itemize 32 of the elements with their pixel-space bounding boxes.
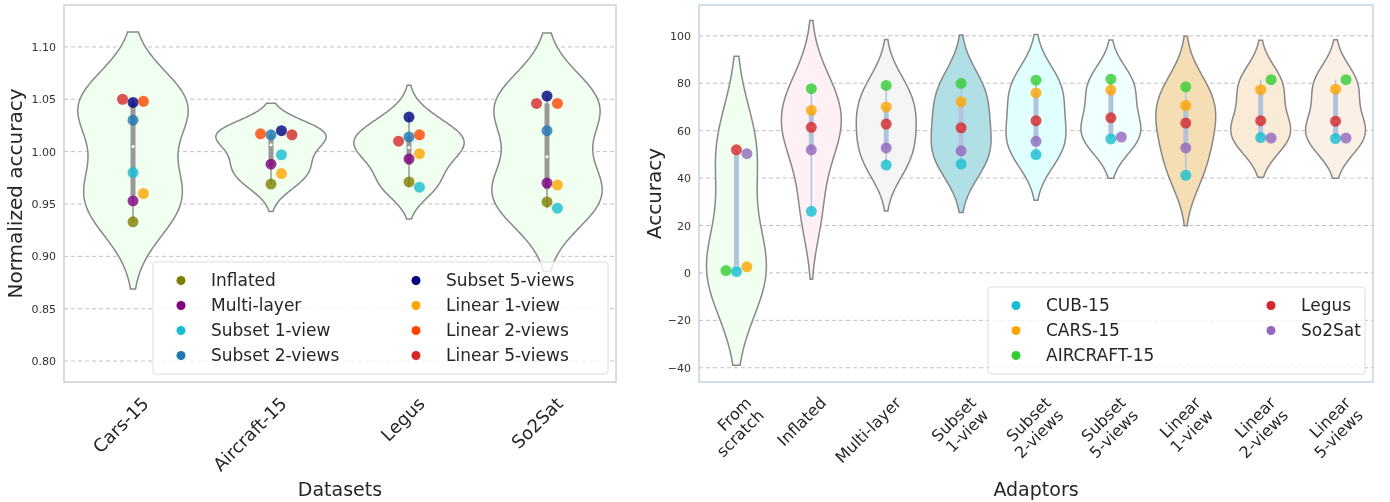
legend-label: Subset 2-views	[211, 345, 340, 366]
y-tick-label: 100	[670, 29, 691, 43]
y-tick-label: 0	[684, 266, 691, 280]
legend-label: Subset 5-views	[446, 270, 575, 291]
legend-label: Inflated	[211, 270, 276, 291]
legend-label: Linear 2-views	[446, 320, 569, 341]
legend-label: CARS-15	[1046, 320, 1120, 341]
y-tick-label: 0.90	[31, 250, 56, 264]
y-tick-label: 0.85	[31, 302, 56, 316]
y-tick-label: 1.10	[31, 40, 56, 54]
legend-label: Linear 1-view	[446, 295, 560, 316]
y-tick-label: 0.95	[31, 197, 56, 211]
y-axis-title: Normalized accuracy	[3, 88, 27, 299]
y-tick-label: −40	[667, 361, 691, 375]
y-tick-label: 40	[677, 172, 691, 186]
legend-label: Multi-layer	[211, 295, 302, 316]
y-tick-label: 60	[677, 124, 691, 138]
y-tick-label: 1.00	[31, 145, 56, 159]
legend-label: CUB-15	[1046, 295, 1110, 316]
legend-label: Linear 5-views	[446, 345, 569, 366]
y-tick-label: 20	[677, 219, 691, 233]
y-tick-label: 1.05	[31, 93, 56, 107]
y-tick-label: −20	[667, 314, 691, 328]
x-axis-title: Adaptors	[993, 478, 1079, 500]
y-axis-title: Accuracy	[642, 147, 666, 240]
x-axis-title: Datasets	[297, 478, 383, 500]
legend-label: So2Sat	[1301, 320, 1362, 341]
legend-label: Subset 1-view	[211, 320, 331, 341]
y-tick-label: 80	[677, 77, 691, 91]
legend-label: AIRCRAFT-15	[1046, 345, 1155, 366]
legend-label: Legus	[1301, 295, 1352, 316]
y-tick-label: 0.80	[31, 355, 56, 369]
